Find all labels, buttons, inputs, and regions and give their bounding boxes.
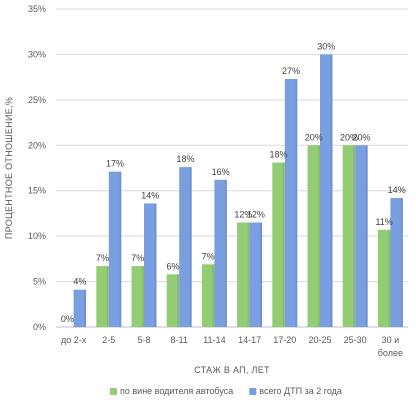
bar-total-accidents <box>320 54 333 328</box>
bar-driver-fault <box>237 222 250 327</box>
x-tick-label: 8-11 <box>171 335 188 345</box>
x-tick-label: 5-8 <box>137 335 150 345</box>
bar-driver-fault <box>342 145 356 327</box>
data-label: 6% <box>166 261 179 271</box>
bars <box>73 54 403 328</box>
bar-edge <box>330 54 333 328</box>
bar-edge <box>212 264 215 327</box>
bar-edge <box>365 145 368 327</box>
x-tick-label: 17-20 <box>273 335 296 345</box>
bar-driver-fault <box>307 145 320 327</box>
bar-edge <box>400 197 403 327</box>
x-tick-label: 11-14 <box>203 335 225 345</box>
bar-total-accidents <box>108 171 122 327</box>
y-tick-label: 5% <box>33 277 46 287</box>
x-axis-title: СТАЖ В АП, ЛЕТ <box>194 365 270 375</box>
y-tick-label: 35% <box>28 4 46 14</box>
bar-edge <box>154 203 157 327</box>
x-axis-categories: до 2-х 2-5 5-8 8-11 11-14 14-17 17-20 20-25 25-3… <box>61 335 403 358</box>
bar-edge <box>84 289 87 327</box>
bar-edge <box>295 78 298 328</box>
data-labels: 0% 4% 7% 17% 7% 14% 6% 18% 7% 16% 12%12% 18% 27% 20% 3… <box>61 41 406 324</box>
data-label: 20% <box>340 132 358 142</box>
legend-label: всего ДТП за 2 года <box>259 386 342 396</box>
bar-edge <box>353 145 356 327</box>
x-tick-label: 20-25 <box>308 335 331 345</box>
data-label: 12% <box>234 210 252 220</box>
x-tick-label: 30 и более <box>378 335 403 358</box>
data-label: 17% <box>106 159 124 169</box>
data-label: 7% <box>131 253 144 263</box>
bar-edge <box>177 274 180 327</box>
bar-total-accidents <box>355 145 368 327</box>
data-label: 7% <box>96 253 109 263</box>
y-tick-label: 30% <box>28 49 46 59</box>
bar-total-accidents <box>249 222 263 327</box>
data-label: 30% <box>317 41 335 51</box>
y-axis-title: ПРОЦЕНТНОЕ ОТНОШЕНИЕ,% <box>4 97 14 239</box>
data-label: 11% <box>375 217 392 227</box>
legend-label: по вине водителя автобуса <box>120 386 233 396</box>
legend-swatch <box>110 388 117 395</box>
bar-edge <box>224 179 227 327</box>
data-label: 0% <box>61 314 74 324</box>
bar-edge <box>142 266 144 327</box>
data-label: 27% <box>282 66 300 76</box>
bar-total-accidents <box>73 289 87 327</box>
bar-edge <box>388 229 391 327</box>
bar-total-accidents <box>144 203 157 327</box>
y-tick-label: 15% <box>28 186 46 196</box>
data-label: 18% <box>270 150 288 160</box>
data-label: 20% <box>352 132 370 142</box>
y-tick-label: 0% <box>33 322 46 332</box>
x-tick-label: до 2-х <box>61 335 87 345</box>
x-tick-label: 2-5 <box>102 335 115 345</box>
data-label: 14% <box>141 190 159 200</box>
bar-driver-fault <box>166 274 180 327</box>
data-label: 18% <box>176 154 194 164</box>
y-tick-label: 20% <box>28 140 46 150</box>
data-label: 16% <box>212 167 230 177</box>
bar-edge <box>318 145 320 327</box>
legend-swatch <box>249 388 257 395</box>
x-tick-label: 25-30 <box>344 335 367 345</box>
legend: по вине водителя автобуса всего ДТП за 2 … <box>110 386 342 396</box>
bar-total-accidents <box>390 197 403 327</box>
bar-total-accidents <box>179 167 192 327</box>
bar-driver-fault <box>201 264 215 327</box>
data-label: 14% <box>388 185 406 195</box>
bar-edge <box>106 266 109 327</box>
bar-driver-fault <box>131 266 144 327</box>
y-tick-label: 25% <box>28 95 46 105</box>
x-tick-label: 14-17 <box>238 335 261 345</box>
bar-edge <box>260 222 263 327</box>
y-axis-ticks: 0% 5% 10% 15% 20% 25% 30% 35% <box>28 4 46 332</box>
data-label: 4% <box>73 277 86 287</box>
bar-driver-fault <box>272 162 285 327</box>
bar-edge <box>247 222 250 327</box>
data-label: 7% <box>202 251 215 261</box>
data-label: 12% <box>247 210 265 220</box>
y-tick-label: 10% <box>28 231 46 241</box>
bar-driver-fault <box>96 266 109 327</box>
bar-driver-fault <box>377 229 391 327</box>
bar-total-accidents <box>284 78 298 328</box>
data-label: 20% <box>305 132 323 142</box>
bar-edge <box>189 167 192 327</box>
bar-total-accidents <box>214 179 227 327</box>
bar-edge <box>119 171 122 327</box>
bar-edge <box>282 162 285 327</box>
